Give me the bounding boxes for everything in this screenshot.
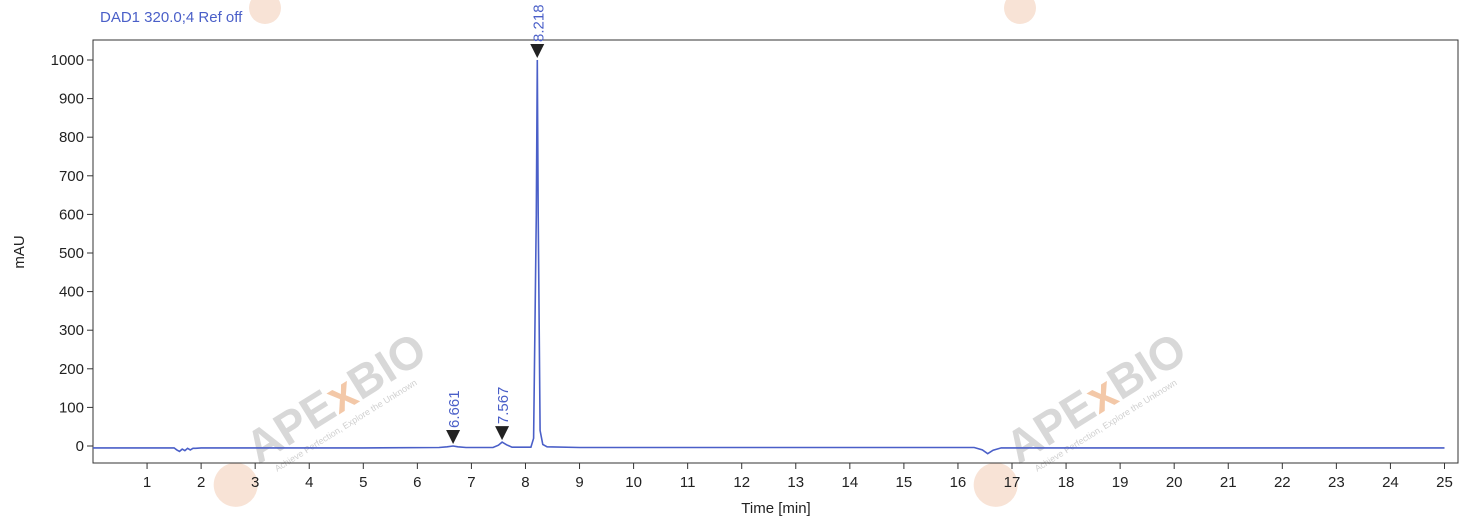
x-tick-label: 17 xyxy=(1004,474,1021,491)
y-tick-label: 900 xyxy=(59,91,84,108)
y-tick-label: 600 xyxy=(59,206,84,223)
y-tick-label: 300 xyxy=(59,322,84,339)
watermark-logo-icon xyxy=(973,462,1018,507)
x-tick-label: 15 xyxy=(896,474,913,491)
x-tick-label: 19 xyxy=(1112,474,1129,491)
watermark-logo-icon xyxy=(213,462,258,507)
x-tick-label: 16 xyxy=(950,474,967,491)
y-tick-label: 400 xyxy=(59,284,84,301)
x-tick-label: 3 xyxy=(251,474,259,491)
y-tick-label: 500 xyxy=(59,245,84,262)
y-tick-label: 700 xyxy=(59,168,84,185)
plot-frame xyxy=(92,39,1459,464)
y-axis-title: mAU xyxy=(11,235,28,268)
peak-marker-icon xyxy=(446,430,461,444)
watermark-top-logo-icon xyxy=(249,0,281,24)
peak-marker-icon xyxy=(495,426,510,441)
x-tick-label: 14 xyxy=(841,474,858,491)
x-tick-label: 1 xyxy=(143,474,151,491)
x-tick-label: 9 xyxy=(575,474,583,491)
x-tick-label: 10 xyxy=(625,474,642,491)
x-tick-label: 21 xyxy=(1220,474,1237,491)
x-tick-label: 11 xyxy=(680,474,696,491)
peak-annotations: 6.661 7.567 8.218 xyxy=(446,4,547,444)
chromatogram-trace xyxy=(93,59,1445,455)
y-axis: 0 100 200 300 400 500 600 700 800 900 1000 xyxy=(51,52,93,455)
x-tick-label: 12 xyxy=(733,474,750,491)
y-tick-label: 1000 xyxy=(51,52,84,69)
x-tick-label: 2 xyxy=(197,474,205,491)
x-axis-title: Time [min] xyxy=(741,500,810,517)
peak-marker-icon xyxy=(530,44,545,58)
y-tick-label: 200 xyxy=(59,361,84,378)
x-axis: 1 2 3 4 5 6 7 8 9 10 11 12 13 14 15 16 17 18 19 20 21 22 23 24 2… xyxy=(143,463,1453,491)
signal-title: DAD1 320.0;4 Ref off xyxy=(100,9,243,26)
x-tick-label: 25 xyxy=(1436,474,1453,491)
peak-label: 6.661 xyxy=(446,390,463,428)
svg-text:APExBIO: APExBIO xyxy=(236,322,435,473)
x-tick-label: 24 xyxy=(1382,474,1399,491)
y-tick-label: 0 xyxy=(76,438,84,455)
y-tick-label: 100 xyxy=(59,399,84,416)
x-tick-label: 4 xyxy=(305,474,313,491)
svg-text:APExBIO: APExBIO xyxy=(996,322,1195,473)
x-tick-label: 7 xyxy=(467,474,475,491)
x-tick-label: 13 xyxy=(787,474,804,491)
x-tick-label: 23 xyxy=(1328,474,1345,491)
x-tick-label: 5 xyxy=(359,474,367,491)
peak-label: 7.567 xyxy=(495,387,512,425)
x-tick-label: 6 xyxy=(413,474,421,491)
x-tick-label: 22 xyxy=(1274,474,1291,491)
watermark-top-right-logo-icon xyxy=(1004,0,1036,24)
peak-label: 8.218 xyxy=(530,4,547,42)
x-tick-label: 20 xyxy=(1166,474,1183,491)
y-tick-label: 800 xyxy=(59,129,84,146)
x-tick-label: 18 xyxy=(1058,474,1075,491)
x-tick-label: 8 xyxy=(521,474,529,491)
watermark-left: APExBIO Achieve Perfection, Explore the … xyxy=(213,322,435,507)
